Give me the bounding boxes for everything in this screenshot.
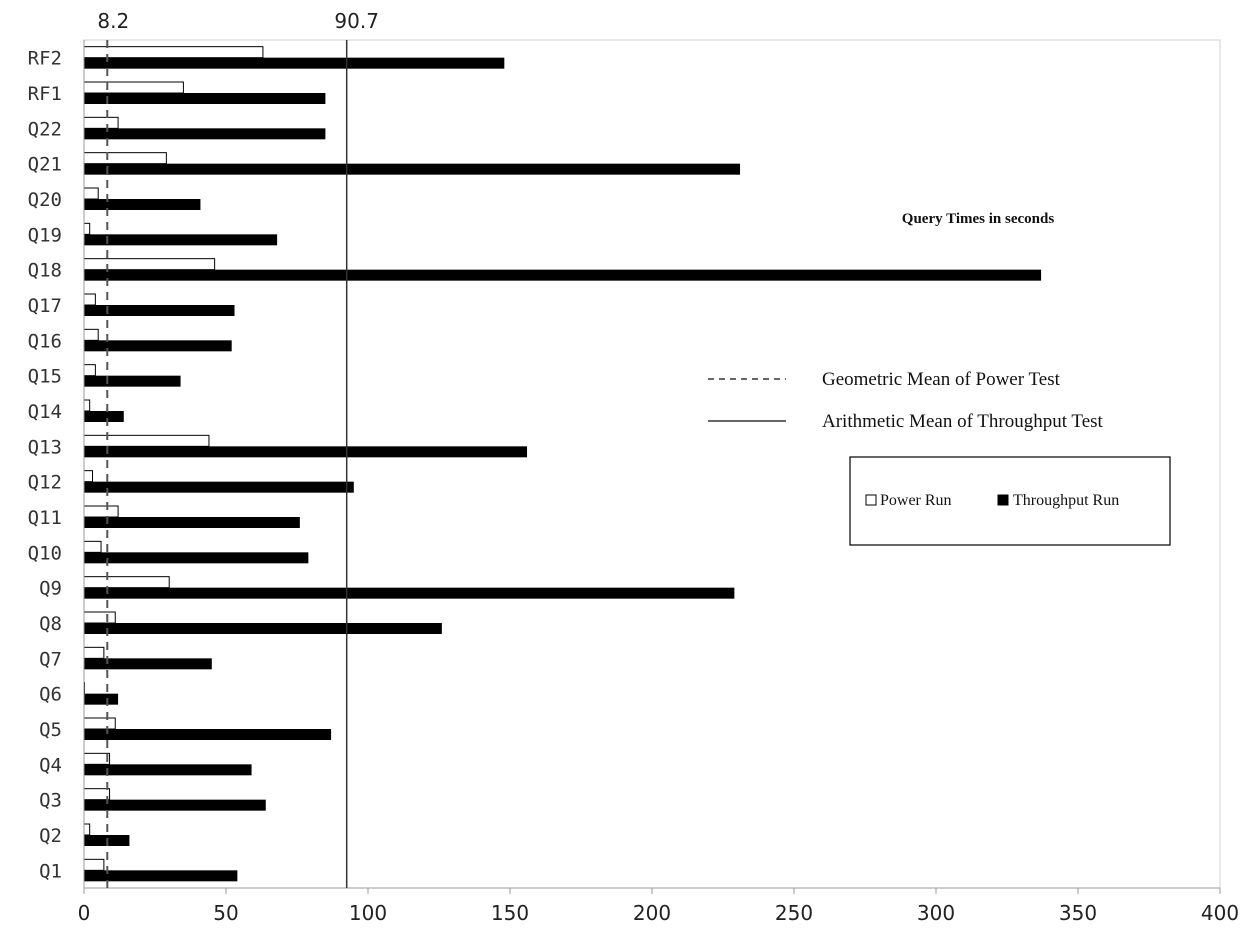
bar-power-run	[83, 505, 119, 518]
x-tick-label: 50	[213, 901, 238, 925]
bar-power-run	[83, 187, 99, 200]
x-axis-ticks: 0 50 100 150 200 250 300 350 400	[78, 888, 1239, 925]
bar-throughput-run	[84, 587, 735, 599]
category-label: Q15	[28, 366, 62, 388]
bar-power-run	[83, 222, 91, 235]
bar-throughput-run	[84, 305, 235, 316]
x-tick-label: 300	[917, 901, 955, 925]
bar-power-run	[83, 328, 99, 341]
category-label: RF2	[28, 48, 62, 70]
bar-power-run	[83, 293, 96, 306]
bar-power-run	[83, 399, 91, 412]
bar-throughput-run	[84, 623, 442, 634]
x-tick-label: 250	[775, 901, 813, 925]
geometric-mean-label: 8.2	[97, 9, 129, 33]
bar-throughput-run	[84, 340, 232, 352]
category-label: Q14	[28, 401, 62, 423]
category-label: Q13	[28, 436, 62, 458]
bar-throughput-run	[84, 411, 124, 422]
legend-box	[849, 456, 1171, 546]
bar-throughput-run	[84, 799, 266, 811]
bar-throughput-run	[84, 269, 1042, 281]
category-label: Q6	[39, 684, 62, 706]
bar-power-run	[83, 788, 111, 801]
legend-power-swatch	[865, 494, 877, 506]
legend-arithmetic-label: Arithmetic Mean of Throughput Test	[822, 411, 1104, 432]
bar-throughput-run	[84, 234, 278, 246]
x-tick-label: 200	[633, 901, 671, 925]
x-tick-label: 350	[1059, 901, 1097, 925]
bar-power-run	[83, 81, 184, 94]
bar-throughput-run	[84, 729, 332, 740]
category-label: Q3	[39, 790, 62, 812]
bar-power-run	[83, 364, 96, 377]
bar-throughput-run	[84, 658, 212, 670]
x-tick-label: 400	[1201, 901, 1239, 925]
bar-power-run	[83, 152, 167, 165]
category-label: Q9	[39, 578, 62, 600]
bar-throughput-run	[84, 481, 354, 493]
bar-throughput-run	[84, 552, 309, 564]
bar-power-run	[83, 540, 102, 553]
bar-throughput-run	[84, 446, 528, 458]
category-label: Q8	[39, 613, 62, 635]
arithmetic-mean-label: 90.7	[334, 9, 379, 33]
category-label: Q1	[39, 860, 62, 882]
x-tick-label: 100	[349, 901, 387, 925]
legend-throughput-label: Throughput Run	[1013, 492, 1119, 509]
bar-power-run	[83, 470, 94, 483]
legend-power-label: Power Run	[880, 492, 952, 509]
bar-power-run	[83, 434, 210, 447]
bar-power-run	[83, 258, 216, 271]
category-label: Q18	[28, 260, 62, 282]
bar-throughput-run	[84, 93, 326, 104]
bar-throughput-run	[84, 764, 252, 776]
bar-throughput-run	[84, 163, 741, 175]
category-label: Q5	[39, 719, 62, 741]
category-label: Q16	[28, 330, 62, 352]
bar-power-run	[83, 717, 116, 730]
category-label: Q20	[28, 189, 62, 211]
bar-throughput-run	[84, 199, 201, 210]
category-label: Q21	[28, 154, 62, 176]
category-label: Q11	[28, 507, 62, 529]
category-label: Q7	[39, 648, 62, 670]
category-label: Q12	[28, 472, 62, 494]
x-tick-label: 0	[78, 901, 91, 925]
category-label: Q17	[28, 295, 62, 317]
bar-power-run	[83, 576, 170, 589]
category-label: Q2	[39, 825, 62, 847]
category-label: Q19	[28, 224, 62, 246]
bar-power-run	[83, 823, 91, 836]
bar-power-run	[83, 858, 105, 871]
bar-power-run	[83, 646, 105, 659]
category-label: Q22	[28, 118, 62, 140]
bar-power-run	[83, 46, 264, 59]
x-tick-label: 150	[491, 901, 529, 925]
bar-throughput-run	[84, 128, 326, 140]
bar-throughput-run	[84, 870, 238, 882]
legend-throughput-swatch	[997, 494, 1009, 506]
chart-title: Query Times in seconds	[902, 211, 1055, 227]
category-label: Q4	[39, 754, 62, 776]
bar-power-run	[83, 116, 119, 129]
bar-throughput-run	[84, 57, 505, 69]
bar-power-run	[83, 752, 111, 765]
category-label: RF1	[28, 83, 62, 105]
bar-throughput-run	[84, 693, 119, 705]
bar-throughput-run	[84, 517, 300, 528]
category-label: Q10	[28, 542, 62, 564]
bar-throughput-run	[84, 375, 181, 387]
legend-geometric-label: Geometric Mean of Power Test	[822, 369, 1061, 390]
bar-power-run	[83, 611, 116, 624]
category-labels: Q1 Q2 Q3 Q4 Q5 Q6 Q7 Q8 Q9 Q10 Q11 Q12 Q13 Q14 Q15 Q16 Q…	[28, 48, 62, 883]
